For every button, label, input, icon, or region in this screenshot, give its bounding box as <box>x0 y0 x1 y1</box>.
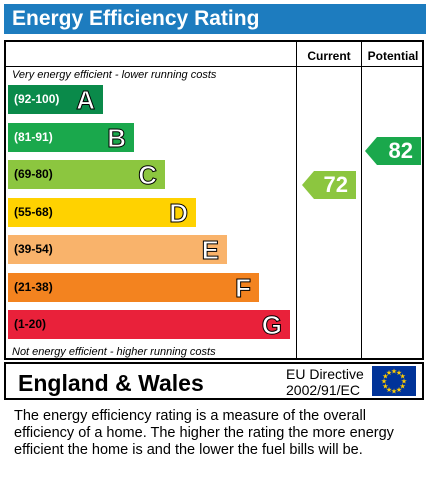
chart-title: Energy Efficiency Rating <box>12 7 260 30</box>
band-b: (81-91) B <box>8 122 134 153</box>
potential-arrow-shape <box>365 137 421 165</box>
region-label: England & Wales <box>18 370 204 396</box>
band-letter: A <box>76 85 96 116</box>
eu-star: ★ <box>382 383 388 391</box>
band-letter: G <box>261 310 282 341</box>
band-f: (21-38) F <box>8 272 259 303</box>
current-header: Current <box>307 49 351 63</box>
eu-stars: ★★★★★★★★★★★★ <box>381 368 407 396</box>
eu-star: ★ <box>396 369 402 377</box>
band-range: (21-38) <box>14 279 53 294</box>
band-range: (92-100) <box>14 92 60 106</box>
current-arrow-shape <box>302 171 356 199</box>
band-a: (92-100) A <box>8 85 103 116</box>
potential-header: Potential <box>367 49 419 63</box>
band-range: (55-68) <box>14 204 53 219</box>
note-bottom: Not energy efficient - higher running co… <box>12 346 216 358</box>
band-range: (69-80) <box>14 167 53 181</box>
band-d: (55-68) D <box>8 197 196 228</box>
potential-rating-arrow: 82 <box>365 137 421 165</box>
title-bar: Energy Efficiency Rating <box>4 4 426 34</box>
description-text: The energy efficiency rating is a measur… <box>14 408 394 458</box>
eu-directive-line1: EU Directive <box>286 366 364 382</box>
divider-potential <box>361 42 362 358</box>
eu-star: ★ <box>386 369 392 377</box>
divider-current <box>296 42 297 358</box>
eu-star: ★ <box>396 386 402 394</box>
header-divider <box>6 66 422 67</box>
band-range: (1-20) <box>14 317 47 331</box>
band-letter: F <box>235 272 252 303</box>
potential-rating-value: 82 <box>388 138 413 163</box>
eu-directive-line2: 2002/91/EC <box>286 382 360 398</box>
eu-star: ★ <box>400 373 406 381</box>
eu-directive: EU Directive 2002/91/EC <box>286 366 364 398</box>
note-top: Very energy efficient - lower running co… <box>12 69 217 81</box>
eu-flag-icon: ★ ★ ★ ★ ★ ★ ★ ★ ★ ★ ★ ★ <box>372 366 416 396</box>
band-range: (81-91) <box>14 129 53 144</box>
band-letter: C <box>138 160 158 191</box>
rating-frame: Current Potential Very energy efficient … <box>4 40 424 360</box>
current-rating-arrow: 72 <box>302 171 356 199</box>
footer-box: England & Wales EU Directive 2002/91/EC … <box>4 362 424 400</box>
eu-star: ★ <box>401 378 407 386</box>
eu-star: ★ <box>400 383 406 391</box>
band-g: (1-20) G <box>8 310 290 341</box>
current-rating-value: 72 <box>323 172 348 197</box>
eu-star: ★ <box>381 378 387 386</box>
band-letter: D <box>169 197 189 228</box>
eu-star: ★ <box>391 368 397 376</box>
eu-star: ★ <box>386 386 392 394</box>
band-letter: B <box>107 122 127 153</box>
eu-star: ★ <box>382 373 388 381</box>
band-letter: E <box>201 235 219 266</box>
band-c: (69-80) C <box>8 160 165 191</box>
eu-star: ★ <box>391 388 397 396</box>
band-e: (39-54) E <box>8 235 227 266</box>
band-range: (39-54) <box>14 242 53 256</box>
